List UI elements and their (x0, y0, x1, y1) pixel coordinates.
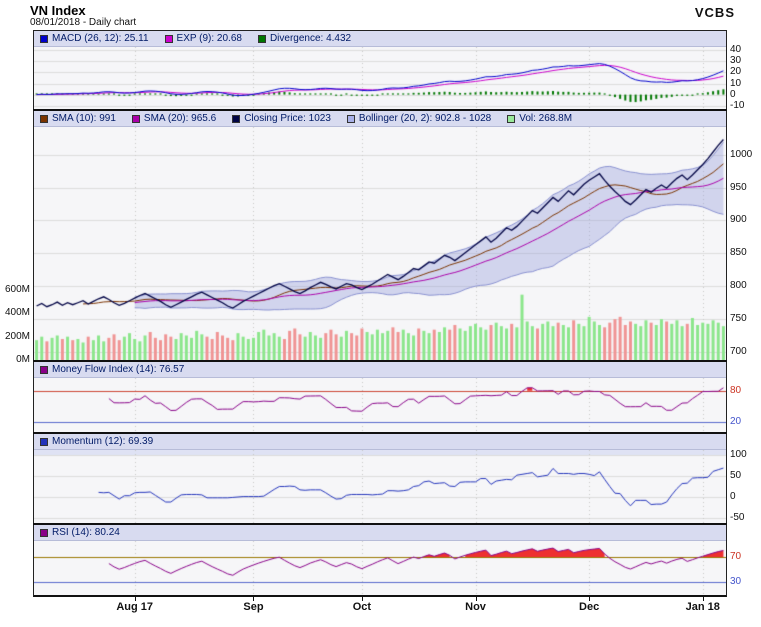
x-axis-label: Aug 17 (116, 601, 154, 613)
macd-legend: MACD (26, 12): 25.11 EXP (9): 20.68 Dive… (34, 31, 726, 47)
y-axis-label: 20 (730, 66, 742, 78)
exp-legend-item: EXP (9): 20.68 (164, 33, 242, 44)
divergence-legend-item: Divergence: 4.432 (257, 33, 352, 44)
rsi-legend-label: RSI (14): 80.24 (52, 527, 120, 538)
volume-swatch-icon (507, 114, 516, 123)
x-axis-tick (361, 597, 363, 601)
bollinger-legend-item: Bollinger (20, 2): 902.8 - 1028 (346, 113, 492, 124)
sma20-swatch-icon (131, 114, 140, 123)
rsi-legend: RSI (14): 80.24 (34, 525, 726, 541)
momentum-legend-item: Momentum (12): 69.39 (40, 436, 153, 447)
x-axis-tick (589, 597, 591, 601)
macd-legend-label: MACD (26, 12): 25.11 (52, 33, 149, 44)
page-title: VN Index (30, 3, 86, 18)
x-axis-label: Nov (465, 601, 486, 613)
volume-axis-label: 200M (4, 330, 30, 342)
x-axis-tick (702, 597, 704, 601)
bollinger-legend-label: Bollinger (20, 2): 902.8 - 1028 (358, 113, 492, 124)
rsi-swatch-icon (40, 528, 48, 537)
y-axis-label: 0 (730, 490, 736, 502)
x-axis-label: Jan 18 (685, 601, 720, 613)
y-axis-label: 40 (730, 44, 742, 56)
x-axis-tick (253, 597, 255, 601)
divergence-legend-label: Divergence: 4.432 (269, 33, 352, 44)
y-axis-label: 50 (730, 470, 742, 481)
panel-separator (33, 432, 727, 434)
y-axis-label: 20 (730, 415, 742, 427)
sma10-legend-label: SMA (10): 991 (52, 113, 116, 124)
macd-swatch-icon (40, 34, 48, 43)
volume-axis-label: 600M (4, 284, 30, 295)
y-axis-label: 70 (730, 550, 742, 562)
y-axis-label: 80 (730, 384, 742, 396)
macd-legend-item: MACD (26, 12): 25.11 (40, 33, 149, 44)
volume-axis-label: 400M (4, 307, 30, 319)
y-axis-label: 0 (730, 88, 736, 100)
momentum-legend-label: Momentum (12): 69.39 (52, 436, 154, 447)
y-axis-label: 800 (730, 280, 747, 292)
mfi-legend-item: Money Flow Index (14): 76.57 (40, 364, 184, 375)
closing-price-swatch-icon (232, 114, 241, 123)
sma20-legend-label: SMA (20): 965.6 (143, 113, 217, 124)
panel-separator (33, 523, 727, 525)
price-plot[interactable] (34, 127, 726, 360)
y-axis-label: 850 (730, 247, 747, 259)
mfi-plot[interactable] (34, 378, 726, 432)
y-axis-label: 30 (730, 55, 742, 67)
y-axis-label: 30 (730, 575, 742, 587)
price-legend: SMA (10): 991 SMA (20): 965.6 Closing Pr… (34, 111, 726, 127)
volume-legend-label: Vol: 268.8M (519, 113, 573, 124)
y-axis-label: 750 (730, 313, 747, 325)
mfi-legend-label: Money Flow Index (14): 76.57 (52, 364, 185, 375)
sma20-legend-item: SMA (20): 965.6 (131, 113, 217, 124)
x-axis-tick (134, 597, 136, 601)
y-axis-label: 1000 (730, 148, 753, 160)
volume-legend-item: Vol: 268.8M (507, 113, 572, 124)
rsi-legend-item: RSI (14): 80.24 (40, 527, 120, 538)
x-axis-tick (475, 597, 477, 601)
divergence-swatch-icon (257, 34, 266, 43)
volume-axis-label: 0M (16, 354, 30, 365)
y-axis-label: 900 (730, 214, 747, 226)
bollinger-swatch-icon (346, 114, 355, 123)
chart-date-subtitle: 08/01/2018 - Daily chart (30, 17, 137, 28)
rsi-plot[interactable] (34, 541, 726, 595)
sma10-legend-item: SMA (10): 991 (40, 113, 116, 124)
y-axis-label: 700 (730, 346, 747, 358)
exp-legend-label: EXP (9): 20.68 (176, 33, 242, 44)
macd-plot[interactable] (34, 47, 726, 109)
y-axis-label: 950 (730, 181, 747, 193)
closing-price-legend-label: Closing Price: 1023 (244, 113, 331, 124)
sma10-swatch-icon (40, 114, 48, 123)
panel-separator (33, 109, 727, 111)
panel-separator (33, 360, 727, 362)
y-axis-label: -10 (730, 99, 745, 111)
x-axis-label: Dec (579, 601, 600, 613)
y-axis-label: 100 (730, 449, 747, 461)
y-axis-label: 10 (730, 77, 742, 89)
closing-price-legend-item: Closing Price: 1023 (232, 113, 331, 124)
x-axis-label: Oct (352, 601, 372, 613)
momentum-plot[interactable] (34, 450, 726, 523)
momentum-legend: Momentum (12): 69.39 (34, 434, 726, 450)
x-axis-label: Sep (243, 601, 264, 613)
mfi-legend: Money Flow Index (14): 76.57 (34, 362, 726, 378)
momentum-swatch-icon (40, 437, 48, 446)
vcbs-brand: VCBS (694, 5, 735, 20)
mfi-swatch-icon (40, 365, 48, 374)
y-axis-label: -50 (730, 511, 745, 523)
exp-swatch-icon (164, 34, 173, 43)
